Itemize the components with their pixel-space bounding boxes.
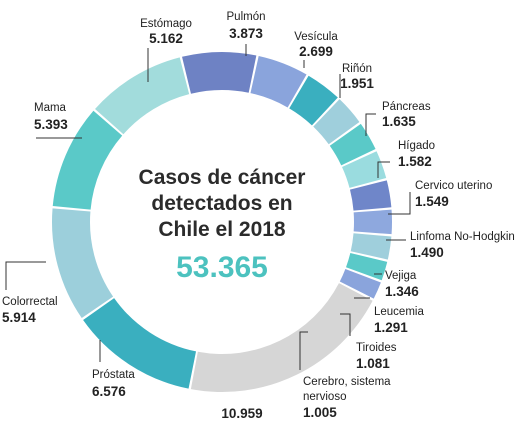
label-value-rinon: 1.951 bbox=[340, 76, 374, 91]
slice-pulmon bbox=[182, 51, 257, 94]
label-name-linfoma-no-hodgkin: Linfoma No-Hodgkin bbox=[410, 231, 515, 243]
chart-title-line-1: Casos de cáncer bbox=[139, 166, 306, 189]
slice-vesicula bbox=[250, 56, 307, 108]
label-name-higado: Hígado bbox=[398, 140, 435, 152]
slice-prostata bbox=[83, 298, 197, 389]
label-name-leucemia: Leucemia bbox=[374, 306, 424, 318]
leader-lines bbox=[5, 44, 411, 370]
slice-cerebro-sistema-nervioso bbox=[339, 268, 381, 299]
label-name-cerebro-sistema-nervioso-1: Cerebro, sistema bbox=[303, 376, 391, 388]
label-name-tiroides: Tiroides bbox=[356, 342, 397, 354]
leader-cerebro-sistema-nervioso bbox=[299, 331, 308, 370]
slice-tiroides bbox=[345, 252, 388, 281]
label-value-cervico-uterino: 1.549 bbox=[415, 194, 449, 209]
slice-estomago bbox=[95, 57, 190, 135]
leader-tiroides bbox=[340, 313, 351, 336]
label-value-colorrectal: 5.914 bbox=[2, 310, 36, 325]
label-value-pancreas: 1.635 bbox=[382, 114, 416, 129]
label-name-pulmon: Pulmón bbox=[227, 11, 266, 23]
label-value-leucemia: 1.291 bbox=[374, 320, 408, 335]
slice-rinon bbox=[289, 75, 338, 126]
leader-cervico-uterino bbox=[388, 192, 411, 215]
slice-vejiga bbox=[353, 209, 393, 235]
label-name-prostata: Próstata bbox=[92, 369, 135, 381]
label-value-cerebro-sistema-nervioso: 1.005 bbox=[303, 405, 337, 420]
label-name-mama: Mama bbox=[34, 102, 67, 114]
label-name-colorrectal: Colorrectal bbox=[2, 296, 58, 308]
slice-cervico-uterino bbox=[342, 151, 387, 188]
label-value-linfoma-no-hodgkin: 1.490 bbox=[410, 245, 444, 260]
chart-title-line-2: detectados en bbox=[151, 192, 292, 215]
label-value-tiroides: 1.081 bbox=[356, 356, 390, 371]
label-name-vejiga: Vejiga bbox=[385, 270, 417, 282]
leader-colorrectal bbox=[5, 261, 46, 290]
label-value-otros: 10.959 bbox=[221, 406, 262, 421]
label-value-pulmon: 3.873 bbox=[229, 26, 263, 41]
slice-higado bbox=[329, 123, 376, 166]
slice-otros bbox=[190, 283, 373, 392]
label-name-pancreas: Páncreas bbox=[382, 101, 431, 113]
leader-higado bbox=[377, 161, 390, 178]
label-value-mama: 5.393 bbox=[34, 117, 68, 132]
label-name-estomago: Estómago bbox=[140, 18, 192, 30]
slice-leucemia bbox=[350, 233, 392, 260]
label-value-prostata: 6.576 bbox=[92, 384, 126, 399]
donut-slices bbox=[51, 51, 393, 392]
leader-pancreas bbox=[365, 113, 376, 136]
label-value-vejiga: 1.346 bbox=[385, 284, 419, 299]
label-name-cervico-uterino: Cervico uterino bbox=[415, 180, 492, 192]
slice-pancreas bbox=[313, 99, 360, 145]
label-name-cerebro-sistema-nervioso-2: nervioso bbox=[303, 391, 346, 403]
label-value-higado: 1.582 bbox=[398, 154, 432, 169]
label-name-rinon: Riñón bbox=[342, 63, 372, 75]
label-value-vesicula: 2.699 bbox=[299, 44, 333, 59]
label-value-estomago: 5.162 bbox=[149, 31, 183, 46]
chart-title-line-3: Chile el 2018 bbox=[158, 218, 286, 241]
slice-inner-label-otros: OTROS bbox=[233, 288, 292, 326]
chart-total: 53.365 bbox=[176, 251, 268, 284]
slice-mama bbox=[52, 110, 123, 210]
slice-colorrectal bbox=[51, 208, 114, 319]
label-name-vesicula: Vesícula bbox=[294, 31, 338, 43]
slice-linfoma-no-hodgkin bbox=[349, 180, 392, 211]
